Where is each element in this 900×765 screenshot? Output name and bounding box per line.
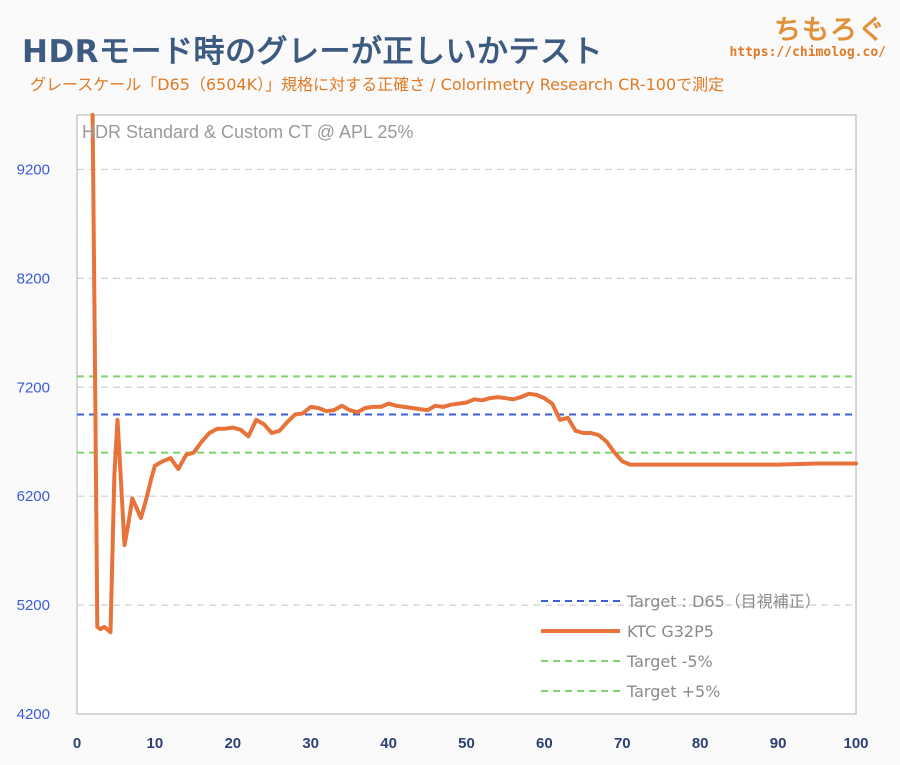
- x-tick-label: 90: [770, 735, 787, 752]
- series-line: [90, 113, 858, 635]
- brand-logo: ちもろぐ https://chimolog.co/: [729, 8, 886, 60]
- y-tick-label: 5200: [17, 597, 50, 614]
- x-tick-label: 40: [380, 735, 397, 752]
- legend-label: KTC G32P5: [627, 622, 714, 641]
- legend-label: Target : D65（目視補正）: [626, 592, 821, 611]
- y-tick-label: 9200: [17, 161, 50, 178]
- x-tick-label: 10: [147, 735, 164, 752]
- x-tick-label: 0: [73, 735, 81, 752]
- x-axis-ticks: 0 10 20 30 40 50 60 70 80 90 100: [73, 735, 869, 752]
- x-tick-label: 70: [614, 735, 631, 752]
- grid-lines: [77, 168, 856, 606]
- reference-lines: [77, 375, 856, 454]
- y-tick-label: 8200: [17, 270, 50, 287]
- chart-title: HDR Standard & Custom CT @ APL 25%: [82, 122, 413, 142]
- x-tick-label: 100: [843, 735, 868, 752]
- y-axis-ticks: 4200 5200 6200 7200 8200 9200: [17, 161, 50, 723]
- y-tick-label: 7200: [17, 379, 50, 396]
- series-group: [90, 113, 858, 635]
- x-tick-label: 80: [692, 735, 709, 752]
- legend: Target : D65（目視補正） KTC G32P5 Target -5% Tar…: [541, 592, 821, 701]
- brand-url[interactable]: https://chimolog.co/: [729, 45, 886, 60]
- legend-label: Target +5%: [626, 682, 720, 701]
- legend-label: Target -5%: [626, 652, 713, 671]
- page-title: HDRモード時のグレーが正しいかテスト: [22, 34, 604, 70]
- x-tick-label: 50: [458, 735, 475, 752]
- x-tick-label: 20: [224, 735, 241, 752]
- y-tick-label: 6200: [17, 488, 50, 505]
- x-tick-label: 60: [536, 735, 553, 752]
- y-tick-label: 4200: [17, 706, 50, 723]
- x-tick-label: 30: [302, 735, 319, 752]
- page-subtitle: グレースケール「D65（6504K）」規格に対する正確さ / Colorimet…: [30, 75, 725, 94]
- brand-name: ちもろぐ: [774, 15, 886, 46]
